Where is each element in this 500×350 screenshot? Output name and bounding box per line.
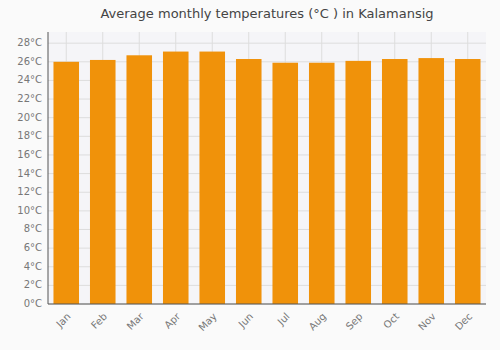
- y-tick-label: 8°C: [24, 223, 42, 234]
- bars: [53, 52, 480, 304]
- bar: [382, 59, 408, 304]
- x-tick-label: Jun: [236, 311, 256, 331]
- bar: [163, 52, 189, 304]
- grid-line: [48, 304, 486, 305]
- x-tick-label: Oct: [381, 311, 401, 331]
- grid: [48, 32, 486, 304]
- y-tick-label: 2°C: [24, 279, 42, 290]
- bar: [418, 58, 444, 304]
- y-tick-label: 10°C: [17, 205, 42, 216]
- x-tick-label: May: [196, 311, 218, 333]
- bar: [199, 52, 225, 304]
- y-tick-label: 14°C: [17, 168, 42, 179]
- y-tick-label: 28°C: [17, 37, 42, 48]
- y-tick-label: 24°C: [17, 74, 42, 85]
- x-tick-label: Apr: [162, 310, 183, 331]
- bar: [345, 61, 371, 304]
- x-tick-label: Sep: [344, 311, 365, 332]
- x-tick-label: Feb: [89, 311, 109, 331]
- x-tick-label: Dec: [453, 311, 474, 332]
- y-tick-label: 4°C: [24, 261, 42, 272]
- y-tick-label: 22°C: [17, 93, 42, 104]
- y-tick-label: 0°C: [24, 298, 42, 309]
- x-tick-label: Mar: [125, 310, 147, 332]
- bar: [272, 63, 298, 304]
- bar: [126, 55, 152, 304]
- y-tick-label: 12°C: [17, 186, 42, 197]
- x-tick-label: Aug: [307, 311, 329, 333]
- y-axis: [48, 32, 49, 304]
- grid-line: [48, 43, 486, 44]
- bar: [90, 60, 116, 304]
- bar: [455, 59, 481, 304]
- bar: [53, 62, 79, 304]
- y-tick-label: 6°C: [24, 242, 42, 253]
- y-tick-label: 16°C: [17, 149, 42, 160]
- x-tick-label: Nov: [416, 311, 438, 333]
- y-tick-label: 20°C: [17, 112, 42, 123]
- x-tick-label: Jan: [53, 311, 72, 330]
- x-axis: [48, 304, 486, 305]
- bar: [236, 59, 262, 304]
- background: [0, 0, 500, 350]
- bar: [309, 63, 335, 304]
- y-tick-label: 26°C: [17, 56, 42, 67]
- y-tick-label: 18°C: [17, 130, 42, 141]
- chart: 0°C 2°C 4°C 6°C 8°C 10°C 12°C 14°C 16°C 18°C 20°C 2…: [0, 0, 500, 350]
- x-tick-label: Jul: [275, 311, 292, 328]
- plot-area: [48, 32, 486, 304]
- title: Average monthly temperatures (°C ) in Ka…: [100, 6, 433, 21]
